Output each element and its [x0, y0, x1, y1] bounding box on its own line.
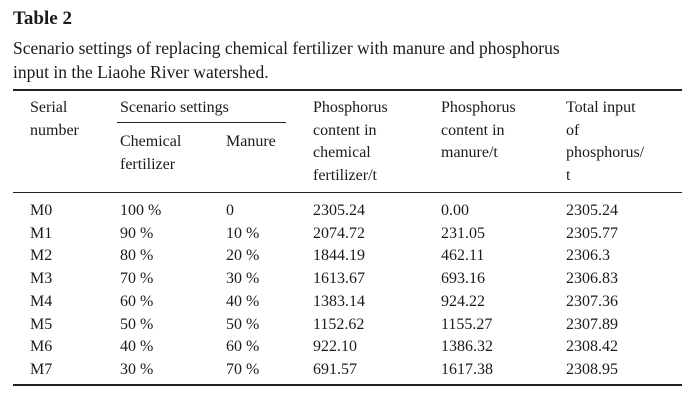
header-bottom-rule: [13, 192, 682, 193]
cell-chemical: 30 %: [120, 360, 154, 378]
cell-chemical: 40 %: [120, 338, 154, 356]
table-row: M2 80 % 20 % 1844.19 462.11 2306.3: [0, 245, 692, 268]
table-row: M0 100 % 0 2305.24 0.00 2305.24: [0, 200, 692, 223]
cell-p-chemical: 2074.72: [313, 224, 365, 242]
cell-p-chemical: 1152.62: [313, 315, 365, 333]
caption-line-2: input in the Liaohe River watershed.: [13, 62, 269, 82]
table-row: M4 60 % 40 % 1383.14 924.22 2307.36: [0, 291, 692, 314]
header-total-input: Total input of phosphorus/ t: [566, 97, 644, 187]
table-bottom-rule: [13, 384, 682, 386]
cell-p-manure: 1386.32: [441, 338, 493, 356]
header-p-chemical: Phosphorus content in chemical fertilize…: [313, 97, 388, 187]
cell-serial: M5: [30, 315, 53, 333]
cell-manure: 10 %: [226, 224, 260, 242]
cell-p-manure: 1155.27: [441, 315, 493, 333]
cell-manure: 50 %: [226, 315, 260, 333]
header-p-manure-line: manure/t: [441, 144, 498, 161]
cell-p-chemical: 1613.67: [313, 270, 365, 288]
header-total-line: of: [566, 121, 580, 139]
cell-chemical: 50 %: [120, 315, 154, 333]
table-row: M6 40 % 60 % 922.10 1386.32 2308.42: [0, 336, 692, 359]
table-row: M3 70 % 30 % 1613.67 693.16 2306.83: [0, 268, 692, 291]
cell-p-manure: 231.05: [441, 224, 485, 242]
cell-total: 2306.83: [566, 270, 618, 288]
header-p-chem-line: Phosphorus: [313, 99, 388, 116]
header-p-chem-line: content in: [313, 121, 377, 139]
cell-serial: M7: [30, 360, 53, 378]
cell-total: 2305.24: [566, 202, 618, 219]
cell-total: 2307.89: [566, 315, 618, 333]
table-label: Table 2: [13, 8, 72, 29]
cell-p-manure: 462.11: [441, 247, 485, 265]
header-scenario-settings: Scenario settings: [120, 99, 229, 116]
header-total-line: Total input: [566, 99, 636, 116]
scenario-group-rule: [117, 122, 286, 123]
cell-total: 2307.36: [566, 292, 618, 310]
cell-manure: 20 %: [226, 247, 260, 265]
table-row: M1 90 % 10 % 2074.72 231.05 2305.77: [0, 223, 692, 246]
header-manure: Manure: [226, 133, 276, 150]
header-chem-line: Chemical: [120, 133, 182, 150]
header-total-line: phosphorus/: [566, 144, 645, 161]
table-caption: Scenario settings of replacing chemical …: [13, 36, 683, 84]
header-serial-number: Serial number: [30, 97, 79, 142]
cell-chemical: 90 %: [120, 224, 154, 242]
header-p-manure-line: Phosphorus: [441, 99, 516, 116]
table-top-rule: [13, 89, 682, 91]
cell-p-manure: 924.22: [441, 292, 485, 310]
cell-chemical: 70 %: [120, 270, 154, 288]
header-serial-line: number: [30, 121, 79, 139]
cell-total: 2308.42: [566, 338, 618, 356]
cell-total: 2305.77: [566, 224, 618, 242]
cell-serial: M2: [30, 247, 53, 265]
header-chem-line: fertilizer: [120, 155, 176, 173]
cell-p-chemical: 691.57: [313, 360, 357, 378]
header-serial-line: Serial: [30, 99, 68, 116]
table-row: M7 30 % 70 % 691.57 1617.38 2308.95: [0, 359, 692, 382]
cell-p-manure: 693.16: [441, 270, 485, 288]
header-p-chem-line: chemical: [313, 144, 371, 161]
cell-p-chemical: 1383.14: [313, 292, 365, 310]
cell-manure: 40 %: [226, 292, 260, 310]
cell-manure: 0: [226, 202, 234, 219]
header-p-chem-line: fertilizer/t: [313, 166, 377, 184]
header-p-manure-line: content in: [441, 121, 505, 139]
cell-serial: M1: [30, 224, 53, 242]
cell-serial: M0: [30, 202, 53, 219]
header-total-line: t: [566, 166, 571, 184]
cell-serial: M4: [30, 292, 53, 310]
cell-serial: M3: [30, 270, 53, 288]
cell-total: 2308.95: [566, 360, 618, 378]
cell-total: 2306.3: [566, 247, 610, 265]
cell-manure: 60 %: [226, 338, 260, 356]
cell-manure: 30 %: [226, 270, 260, 288]
cell-p-chemical: 2305.24: [313, 202, 365, 219]
cell-p-chemical: 1844.19: [313, 247, 365, 265]
cell-p-manure: 0.00: [441, 202, 469, 219]
cell-chemical: 80 %: [120, 247, 154, 265]
cell-manure: 70 %: [226, 360, 260, 378]
cell-chemical: 60 %: [120, 292, 154, 310]
cell-p-manure: 1617.38: [441, 360, 493, 378]
cell-chemical: 100 %: [120, 202, 162, 219]
table-row: M5 50 % 50 % 1152.62 1155.27 2307.89: [0, 314, 692, 337]
caption-line-1: Scenario settings of replacing chemical …: [13, 38, 560, 58]
cell-p-chemical: 922.10: [313, 338, 357, 356]
cell-serial: M6: [30, 338, 53, 356]
header-chemical-fertilizer: Chemical fertilizer: [120, 131, 181, 176]
header-p-manure: Phosphorus content in manure/t: [441, 97, 516, 165]
